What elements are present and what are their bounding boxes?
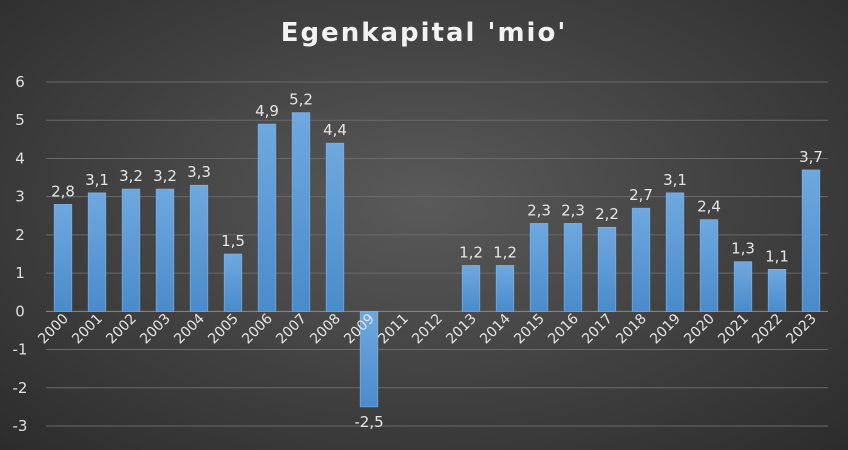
y-tick-label: -1 bbox=[13, 341, 28, 359]
data-label: 1,5 bbox=[221, 232, 245, 250]
x-tick-label: 2014 bbox=[477, 311, 514, 348]
bar bbox=[291, 112, 311, 312]
bar bbox=[87, 192, 107, 312]
y-tick-label: 2 bbox=[15, 226, 25, 244]
data-label: 3,2 bbox=[153, 167, 177, 185]
data-label: 2,3 bbox=[527, 201, 551, 219]
y-tick-label: 6 bbox=[15, 73, 25, 91]
x-tick-label: 2012 bbox=[409, 311, 446, 348]
bar bbox=[325, 142, 345, 312]
x-tick-label: 2006 bbox=[239, 311, 276, 348]
data-label: 3,2 bbox=[119, 167, 143, 185]
bar bbox=[461, 265, 481, 312]
bar bbox=[801, 169, 821, 312]
bar bbox=[699, 219, 719, 312]
bar bbox=[223, 253, 243, 312]
data-label: 1,2 bbox=[459, 243, 483, 261]
x-tick-label: 2020 bbox=[681, 311, 718, 348]
x-tick-label: 2016 bbox=[545, 311, 582, 348]
data-label: -2,5 bbox=[354, 413, 383, 431]
data-label: 3,3 bbox=[187, 163, 211, 181]
y-tick-label: 0 bbox=[15, 302, 25, 320]
x-tick-label: 2002 bbox=[103, 311, 140, 348]
data-label: 1,1 bbox=[765, 247, 789, 265]
x-tick-label: 2023 bbox=[783, 311, 820, 348]
x-tick-label: 2017 bbox=[579, 311, 616, 348]
bar bbox=[121, 188, 141, 312]
bar bbox=[495, 265, 515, 312]
data-label: 3,1 bbox=[85, 171, 109, 189]
x-tick-label: 2007 bbox=[273, 311, 310, 348]
x-tick-label: 2003 bbox=[137, 311, 174, 348]
x-tick-label: 2004 bbox=[171, 311, 208, 348]
x-tick-label: 2019 bbox=[647, 311, 684, 348]
bar bbox=[257, 123, 277, 312]
y-tick-label: 4 bbox=[15, 149, 25, 167]
data-label: 3,7 bbox=[799, 148, 823, 166]
bar bbox=[529, 223, 549, 312]
x-tick-label: 2005 bbox=[205, 311, 242, 348]
bar bbox=[597, 226, 617, 312]
x-tick-label: 2013 bbox=[443, 311, 480, 348]
bar bbox=[53, 204, 73, 312]
data-label: 1,2 bbox=[493, 243, 517, 261]
data-label: 1,3 bbox=[731, 240, 755, 258]
bar bbox=[359, 311, 379, 408]
data-label: 2,7 bbox=[629, 186, 653, 204]
bar bbox=[189, 184, 209, 312]
y-tick-label: 1 bbox=[15, 264, 25, 282]
bar bbox=[631, 207, 651, 312]
y-tick-label: 3 bbox=[15, 188, 25, 206]
x-tick-label: 2008 bbox=[307, 311, 344, 348]
data-label: 2,4 bbox=[697, 198, 721, 216]
x-tick-label: 2022 bbox=[749, 311, 786, 348]
y-tick-label: -2 bbox=[13, 379, 28, 397]
x-tick-label: 2001 bbox=[69, 311, 106, 348]
x-tick-label: 2021 bbox=[715, 311, 752, 348]
data-label: 3,1 bbox=[663, 171, 687, 189]
data-label: 5,2 bbox=[289, 91, 313, 109]
bar bbox=[155, 188, 175, 312]
bar bbox=[733, 261, 753, 312]
data-label: 2,2 bbox=[595, 205, 619, 223]
bar bbox=[563, 223, 583, 312]
data-label: 4,4 bbox=[323, 121, 347, 139]
x-tick-label: 2011 bbox=[375, 311, 412, 348]
data-label: 2,3 bbox=[561, 201, 585, 219]
x-tick-label: 2000 bbox=[35, 311, 72, 348]
y-tick-label: -3 bbox=[13, 417, 28, 435]
data-label: 2,8 bbox=[51, 182, 75, 200]
data-label: 4,9 bbox=[255, 102, 279, 120]
x-tick-label: 2015 bbox=[511, 311, 548, 348]
y-tick-label: 5 bbox=[15, 111, 25, 129]
x-tick-label: 2018 bbox=[613, 311, 650, 348]
bar bbox=[665, 192, 685, 312]
chart-title: Egenkapital 'mio' bbox=[280, 18, 568, 48]
bar bbox=[767, 268, 787, 312]
